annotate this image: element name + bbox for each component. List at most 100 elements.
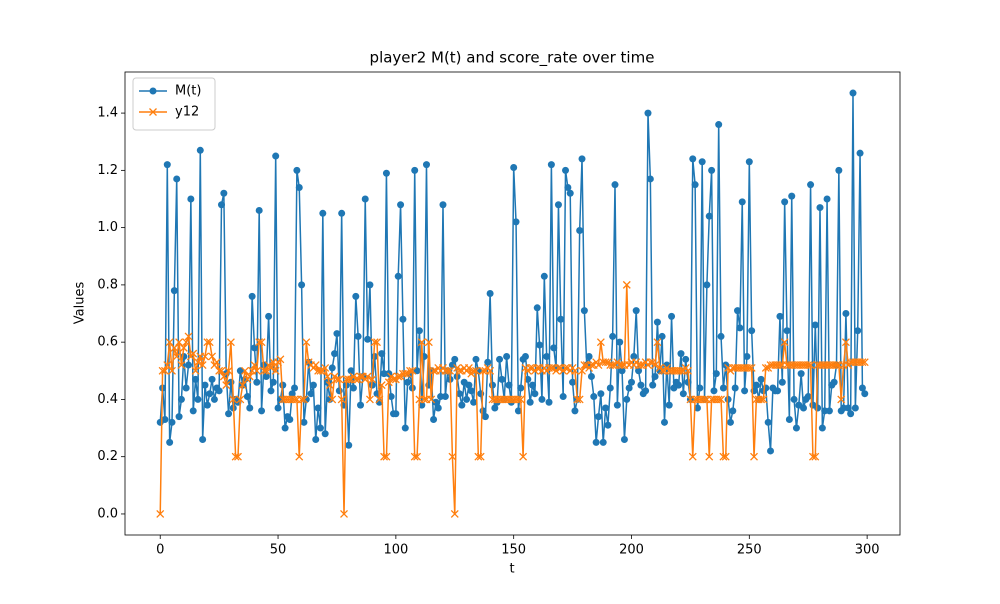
marker: [422, 161, 430, 169]
marker: [599, 438, 607, 446]
marker: [281, 424, 289, 432]
marker: [177, 395, 185, 403]
marker: [682, 355, 690, 363]
marker: [618, 367, 626, 375]
marker: [411, 166, 419, 174]
marker: [476, 452, 485, 461]
marker: [165, 338, 174, 347]
marker: [356, 372, 365, 381]
marker: [689, 155, 697, 163]
marker: [173, 175, 181, 183]
marker: [262, 366, 271, 375]
marker: [361, 195, 369, 203]
marker: [761, 363, 770, 372]
marker: [486, 366, 495, 375]
marker: [323, 372, 332, 381]
marker: [397, 201, 405, 209]
y-tick-label: 0.6: [97, 335, 118, 350]
marker: [384, 378, 393, 387]
marker: [759, 395, 768, 404]
marker: [594, 361, 603, 370]
legend-marker: [149, 108, 157, 116]
marker: [161, 415, 169, 423]
marker: [217, 201, 225, 209]
marker: [767, 447, 775, 455]
marker: [512, 218, 520, 226]
marker: [498, 375, 506, 383]
marker: [719, 384, 727, 392]
marker: [208, 352, 217, 361]
marker: [272, 152, 280, 160]
marker: [392, 410, 400, 418]
marker: [340, 509, 348, 518]
marker: [404, 378, 412, 386]
marker: [503, 352, 511, 360]
marker: [387, 393, 395, 401]
marker: [762, 384, 770, 392]
marker: [465, 381, 473, 389]
marker: [458, 401, 466, 409]
marker: [847, 410, 855, 418]
marker: [236, 367, 244, 375]
marker: [858, 358, 867, 367]
marker: [406, 366, 414, 375]
marker: [481, 413, 489, 421]
marker: [199, 436, 207, 444]
marker: [297, 395, 306, 404]
marker: [410, 452, 419, 461]
marker: [554, 201, 562, 209]
marker: [328, 395, 337, 404]
marker: [660, 418, 668, 426]
marker: [269, 378, 277, 386]
marker: [363, 372, 372, 381]
marker: [710, 387, 718, 395]
marker: [203, 338, 212, 347]
marker: [559, 393, 567, 401]
marker: [250, 344, 258, 352]
marker: [726, 418, 734, 426]
marker: [262, 373, 270, 381]
marker: [849, 89, 857, 97]
marker: [258, 407, 266, 415]
marker: [467, 387, 475, 395]
marker: [389, 375, 398, 384]
marker: [688, 452, 697, 461]
marker: [580, 307, 588, 315]
marker: [201, 352, 209, 361]
marker: [700, 395, 709, 404]
marker: [351, 375, 360, 384]
marker: [585, 352, 593, 360]
marker: [540, 272, 548, 280]
marker: [163, 161, 171, 169]
marker: [455, 366, 464, 375]
marker: [595, 413, 603, 421]
marker: [668, 312, 676, 320]
marker: [526, 398, 534, 406]
marker: [429, 366, 438, 375]
marker: [731, 384, 739, 392]
marker: [331, 350, 339, 358]
marker: [842, 310, 850, 318]
marker: [225, 410, 233, 418]
marker: [377, 381, 386, 390]
y-tick-label: 0.4: [97, 392, 118, 407]
marker: [613, 401, 621, 409]
marker: [241, 366, 250, 375]
marker: [635, 367, 643, 375]
marker: [185, 361, 193, 369]
marker: [380, 452, 389, 461]
marker: [564, 184, 572, 192]
y-tick-label: 1.0: [97, 220, 118, 235]
marker: [448, 452, 457, 461]
marker: [496, 355, 504, 363]
marker: [644, 109, 652, 117]
marker: [575, 395, 584, 404]
marker: [158, 366, 167, 375]
marker: [337, 395, 346, 404]
marker: [335, 375, 344, 384]
marker: [736, 324, 744, 332]
marker: [352, 292, 360, 300]
marker: [415, 327, 423, 335]
marker: [562, 166, 570, 174]
marker: [604, 421, 612, 429]
